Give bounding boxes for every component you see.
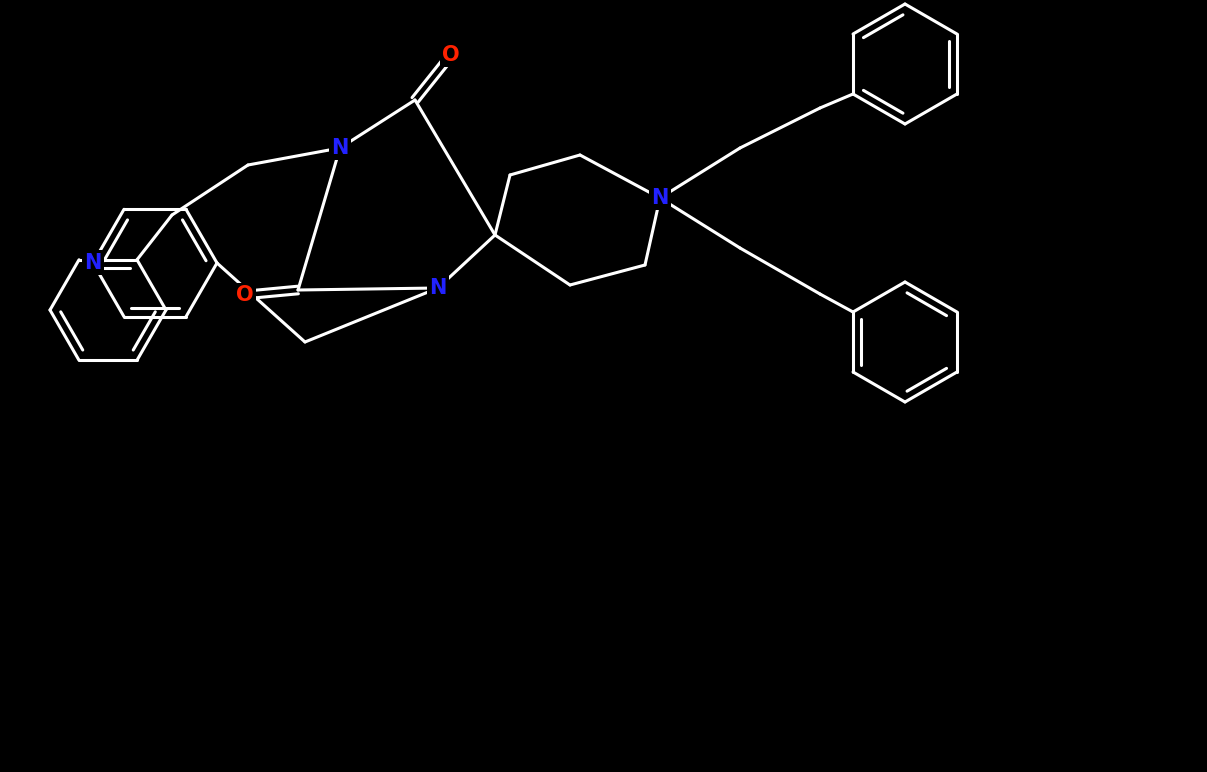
Text: O: O	[237, 285, 253, 305]
Text: O: O	[442, 45, 460, 65]
Text: N: N	[652, 188, 669, 208]
Text: N: N	[331, 138, 349, 158]
Text: N: N	[84, 253, 101, 273]
Text: N: N	[430, 278, 447, 298]
